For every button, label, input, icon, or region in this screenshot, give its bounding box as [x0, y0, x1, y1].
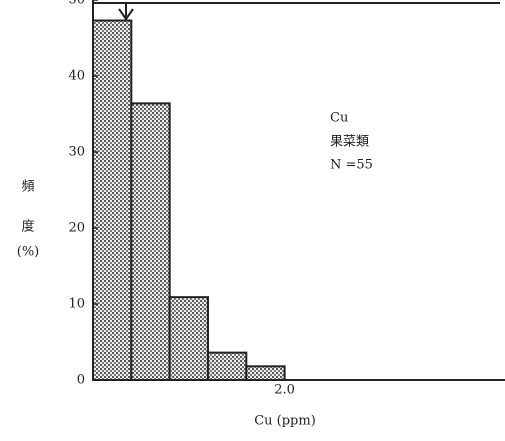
y-tick-label: 0: [77, 373, 85, 388]
bar: [168, 296, 209, 381]
y-tick-label: 40: [68, 69, 85, 84]
x-axis-label: Cu (ppm): [254, 414, 316, 429]
bar: [92, 19, 133, 382]
bar: [245, 365, 286, 382]
bar: [206, 351, 248, 382]
annotation: 果菜類: [330, 135, 369, 150]
y-tick-label: 10: [68, 297, 85, 312]
x-tick-label: 2.0: [274, 383, 295, 398]
y-axis-label: 度: [21, 219, 34, 235]
arrow-head: [118, 8, 134, 21]
y-axis-label: 頻: [21, 180, 34, 195]
y-tick-label: 20: [68, 221, 85, 236]
y-tick-label: 30: [68, 145, 85, 160]
y-tick-label: 50: [68, 0, 85, 8]
annotation: N =55: [330, 158, 373, 173]
y-axis-label: (%): [17, 245, 40, 260]
annotation: Cu: [330, 111, 348, 126]
bar: [130, 102, 171, 382]
